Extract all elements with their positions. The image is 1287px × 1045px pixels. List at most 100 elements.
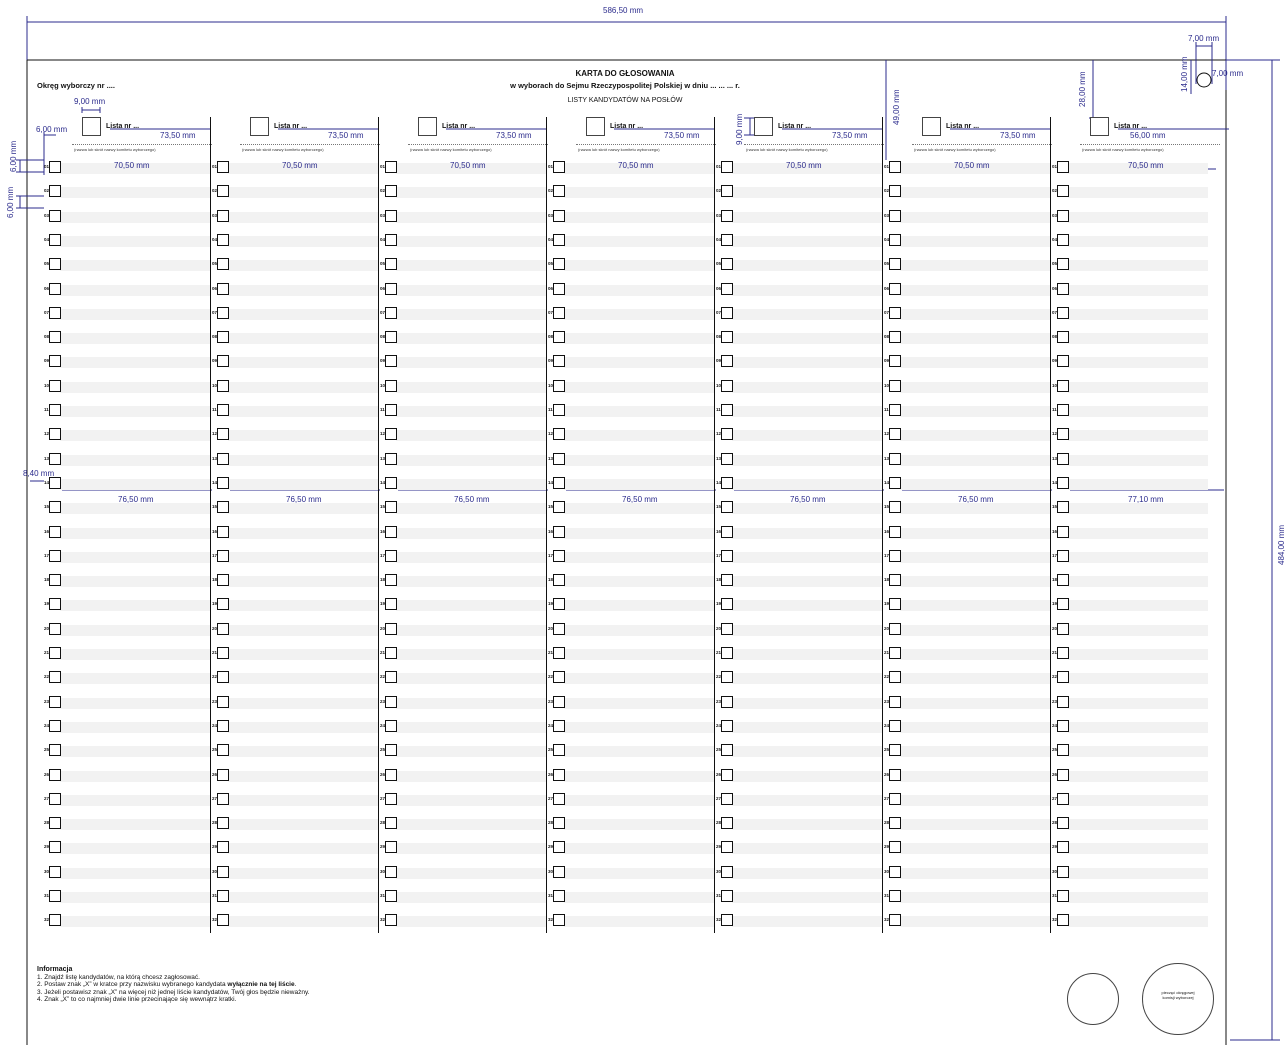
candidate-checkbox[interactable]: [889, 671, 901, 684]
candidate-checkbox[interactable]: [217, 671, 229, 684]
candidate-checkbox[interactable]: [49, 404, 61, 416]
candidate-checkbox[interactable]: [889, 744, 901, 757]
candidate-checkbox[interactable]: [217, 355, 229, 368]
candidate-checkbox[interactable]: [889, 476, 901, 489]
candidate-checkbox[interactable]: [385, 258, 397, 271]
candidate-checkbox[interactable]: [553, 574, 565, 587]
candidate-checkbox[interactable]: [217, 161, 229, 173]
candidate-checkbox[interactable]: [889, 233, 901, 246]
candidate-checkbox[interactable]: [553, 598, 565, 611]
candidate-checkbox[interactable]: [1057, 331, 1069, 344]
candidate-checkbox[interactable]: [553, 695, 565, 708]
candidate-checkbox[interactable]: [217, 379, 229, 392]
candidate-checkbox[interactable]: [1057, 525, 1069, 538]
candidate-checkbox[interactable]: [385, 719, 397, 732]
candidate-checkbox[interactable]: [1057, 185, 1069, 198]
candidate-checkbox[interactable]: [553, 161, 565, 173]
candidate-checkbox[interactable]: [385, 476, 397, 489]
candidate-checkbox[interactable]: [553, 914, 565, 927]
candidate-checkbox[interactable]: [385, 428, 397, 441]
candidate-checkbox[interactable]: [385, 404, 397, 416]
candidate-checkbox[interactable]: [553, 185, 565, 198]
candidate-checkbox[interactable]: [889, 841, 901, 854]
candidate-checkbox[interactable]: [553, 549, 565, 562]
candidate-checkbox[interactable]: [49, 282, 61, 295]
candidate-checkbox[interactable]: [721, 841, 733, 854]
candidate-checkbox[interactable]: [889, 719, 901, 732]
candidate-checkbox[interactable]: [889, 452, 901, 465]
candidate-checkbox[interactable]: [889, 817, 901, 830]
candidate-checkbox[interactable]: [1057, 671, 1069, 684]
candidate-checkbox[interactable]: [1057, 817, 1069, 830]
candidate-checkbox[interactable]: [889, 865, 901, 878]
candidate-checkbox[interactable]: [1057, 549, 1069, 562]
candidate-checkbox[interactable]: [889, 258, 901, 271]
candidate-checkbox[interactable]: [49, 598, 61, 611]
lista-checkbox[interactable]: [82, 117, 101, 136]
candidate-checkbox[interactable]: [553, 331, 565, 344]
candidate-checkbox[interactable]: [385, 647, 397, 659]
candidate-checkbox[interactable]: [721, 282, 733, 295]
candidate-checkbox[interactable]: [49, 258, 61, 271]
candidate-checkbox[interactable]: [721, 574, 733, 587]
candidate-checkbox[interactable]: [1057, 452, 1069, 465]
candidate-checkbox[interactable]: [553, 476, 565, 489]
candidate-checkbox[interactable]: [217, 914, 229, 927]
candidate-checkbox[interactable]: [889, 355, 901, 368]
candidate-checkbox[interactable]: [49, 841, 61, 854]
candidate-checkbox[interactable]: [49, 549, 61, 562]
candidate-checkbox[interactable]: [553, 719, 565, 732]
candidate-checkbox[interactable]: [385, 914, 397, 927]
candidate-checkbox[interactable]: [553, 258, 565, 271]
candidate-checkbox[interactable]: [721, 890, 733, 902]
candidate-checkbox[interactable]: [385, 185, 397, 198]
candidate-checkbox[interactable]: [721, 233, 733, 246]
candidate-checkbox[interactable]: [385, 306, 397, 319]
candidate-checkbox[interactable]: [553, 744, 565, 757]
candidate-checkbox[interactable]: [385, 768, 397, 781]
candidate-checkbox[interactable]: [553, 428, 565, 441]
candidate-checkbox[interactable]: [889, 768, 901, 781]
candidate-checkbox[interactable]: [385, 890, 397, 902]
candidate-checkbox[interactable]: [385, 355, 397, 368]
candidate-checkbox[interactable]: [217, 282, 229, 295]
candidate-checkbox[interactable]: [217, 209, 229, 222]
candidate-checkbox[interactable]: [721, 161, 733, 173]
candidate-checkbox[interactable]: [1057, 306, 1069, 319]
candidate-checkbox[interactable]: [1057, 792, 1069, 805]
candidate-checkbox[interactable]: [1057, 233, 1069, 246]
candidate-checkbox[interactable]: [553, 622, 565, 635]
candidate-checkbox[interactable]: [721, 598, 733, 611]
candidate-checkbox[interactable]: [385, 233, 397, 246]
candidate-checkbox[interactable]: [1057, 258, 1069, 271]
candidate-checkbox[interactable]: [1057, 428, 1069, 441]
candidate-checkbox[interactable]: [385, 671, 397, 684]
candidate-checkbox[interactable]: [889, 890, 901, 902]
candidate-checkbox[interactable]: [721, 501, 733, 514]
candidate-checkbox[interactable]: [1057, 209, 1069, 222]
candidate-checkbox[interactable]: [553, 452, 565, 465]
candidate-checkbox[interactable]: [385, 574, 397, 587]
candidate-checkbox[interactable]: [721, 209, 733, 222]
candidate-checkbox[interactable]: [385, 452, 397, 465]
candidate-checkbox[interactable]: [721, 428, 733, 441]
candidate-checkbox[interactable]: [721, 768, 733, 781]
candidate-checkbox[interactable]: [385, 501, 397, 514]
candidate-checkbox[interactable]: [49, 695, 61, 708]
candidate-checkbox[interactable]: [49, 185, 61, 198]
candidate-checkbox[interactable]: [385, 549, 397, 562]
candidate-checkbox[interactable]: [385, 622, 397, 635]
candidate-checkbox[interactable]: [889, 647, 901, 659]
candidate-checkbox[interactable]: [889, 695, 901, 708]
candidate-checkbox[interactable]: [49, 647, 61, 659]
candidate-checkbox[interactable]: [49, 768, 61, 781]
candidate-checkbox[interactable]: [1057, 890, 1069, 902]
candidate-checkbox[interactable]: [553, 768, 565, 781]
candidate-checkbox[interactable]: [553, 501, 565, 514]
candidate-checkbox[interactable]: [721, 379, 733, 392]
candidate-checkbox[interactable]: [217, 549, 229, 562]
candidate-checkbox[interactable]: [721, 744, 733, 757]
candidate-checkbox[interactable]: [721, 695, 733, 708]
candidate-checkbox[interactable]: [553, 355, 565, 368]
candidate-checkbox[interactable]: [385, 841, 397, 854]
